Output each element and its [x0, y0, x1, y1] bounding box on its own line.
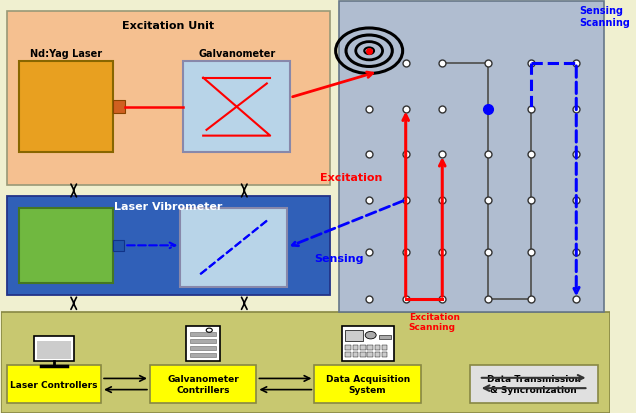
Text: Excitation Unit: Excitation Unit — [122, 21, 214, 31]
Bar — [1, 312, 610, 413]
Bar — [339, 2, 604, 312]
Bar — [345, 352, 351, 357]
Bar — [190, 353, 216, 357]
Text: Data Transmission
& Syncronization: Data Transmission & Syncronization — [487, 375, 581, 394]
Bar — [353, 345, 358, 350]
Bar — [360, 345, 366, 350]
Bar — [19, 62, 113, 153]
Bar — [314, 366, 421, 403]
Bar — [113, 101, 125, 114]
Bar — [368, 352, 373, 357]
Bar — [353, 352, 358, 357]
Bar — [186, 326, 220, 361]
Bar — [375, 345, 380, 350]
Text: Sensing
Scanning: Sensing Scanning — [579, 6, 630, 28]
Bar — [345, 345, 351, 350]
Bar — [7, 196, 329, 295]
Bar — [190, 332, 216, 336]
Circle shape — [365, 332, 376, 339]
Bar — [113, 240, 124, 251]
Bar — [368, 345, 373, 350]
Text: Galvanometer: Galvanometer — [198, 49, 275, 59]
Bar — [150, 366, 256, 403]
Bar — [342, 326, 394, 361]
Text: Sensing: Sensing — [314, 253, 364, 263]
Bar — [34, 337, 74, 361]
Text: Data Acquisition
System: Data Acquisition System — [326, 375, 410, 394]
Bar — [382, 352, 387, 357]
Bar — [469, 366, 598, 403]
Bar — [19, 209, 113, 283]
Bar — [190, 339, 216, 343]
Text: Nd:Yag Laser: Nd:Yag Laser — [30, 49, 102, 59]
Bar — [183, 62, 290, 153]
Bar — [7, 366, 101, 403]
Bar — [7, 12, 329, 186]
Text: Excitation
Scanning: Excitation Scanning — [409, 312, 460, 331]
Bar — [190, 346, 216, 350]
Bar — [378, 335, 391, 339]
Text: Galvanometer
Contrillers: Galvanometer Contrillers — [167, 375, 239, 394]
Bar — [181, 209, 287, 287]
Text: Excitation: Excitation — [321, 173, 383, 183]
Bar — [345, 330, 363, 341]
Bar — [360, 352, 366, 357]
Text: Laser Controllers: Laser Controllers — [10, 380, 98, 389]
Text: Laser Vibrometer: Laser Vibrometer — [114, 201, 223, 211]
Bar — [382, 345, 387, 350]
Bar — [375, 352, 380, 357]
Bar — [37, 341, 71, 359]
